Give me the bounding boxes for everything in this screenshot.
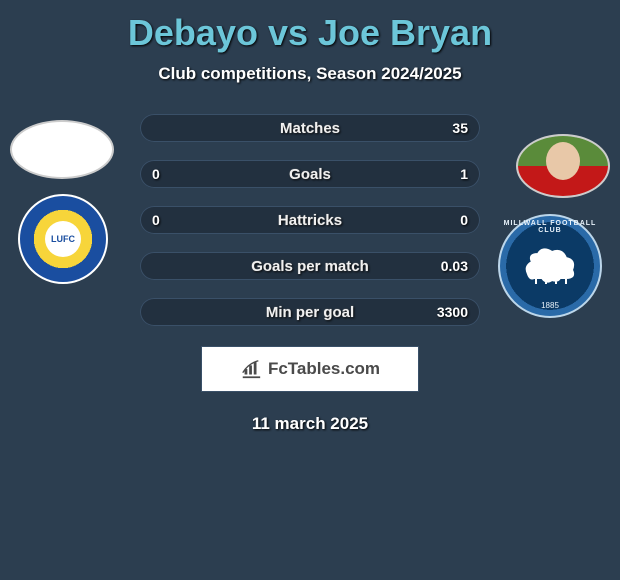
club-left-code: LUFC bbox=[45, 221, 81, 257]
stat-bars: Matches 35 0 Goals 1 0 Hattricks 0 Goals… bbox=[140, 114, 480, 344]
stat-row-goals: 0 Goals 1 bbox=[140, 160, 480, 188]
stat-label: Matches bbox=[280, 120, 340, 137]
stat-right-value: 0.03 bbox=[441, 258, 468, 274]
player-right-photo-placeholder bbox=[518, 136, 608, 196]
subtitle: Club competitions, Season 2024/2025 bbox=[0, 64, 620, 84]
club-right-text: MILLWALL FOOTBALL CLUB bbox=[500, 220, 600, 234]
stat-left-value: 0 bbox=[152, 212, 160, 228]
player-left-club-badge: LUFC bbox=[18, 194, 108, 284]
comparison-card: Debayo vs Joe Bryan Club competitions, S… bbox=[0, 0, 620, 580]
player-left-avatar bbox=[10, 120, 114, 179]
page-title: Debayo vs Joe Bryan bbox=[0, 0, 620, 54]
date: 11 march 2025 bbox=[0, 414, 620, 434]
stat-row-goals-per-match: Goals per match 0.03 bbox=[140, 252, 480, 280]
lion-icon bbox=[522, 244, 578, 284]
watermark: FcTables.com bbox=[201, 346, 419, 392]
stat-right-value: 3300 bbox=[437, 304, 468, 320]
comparison-body: LUFC MILLWALL FOOTBALL CLUB 1885 Matches… bbox=[0, 114, 620, 334]
bar-chart-icon bbox=[240, 358, 262, 380]
stat-label: Hattricks bbox=[278, 212, 342, 229]
stat-row-hattricks: 0 Hattricks 0 bbox=[140, 206, 480, 234]
club-right-year: 1885 bbox=[500, 301, 600, 310]
player-right-avatar bbox=[516, 134, 610, 198]
player-right-head bbox=[546, 142, 580, 180]
stat-right-value: 35 bbox=[452, 120, 468, 136]
watermark-text: FcTables.com bbox=[268, 359, 380, 379]
stat-row-min-per-goal: Min per goal 3300 bbox=[140, 298, 480, 326]
stat-right-value: 1 bbox=[460, 166, 468, 182]
stat-left-value: 0 bbox=[152, 166, 160, 182]
stat-right-value: 0 bbox=[460, 212, 468, 228]
stat-label: Goals bbox=[289, 166, 331, 183]
stat-label: Min per goal bbox=[266, 304, 354, 321]
player-right-club-badge: MILLWALL FOOTBALL CLUB 1885 bbox=[498, 214, 602, 318]
stat-row-matches: Matches 35 bbox=[140, 114, 480, 142]
stat-label: Goals per match bbox=[251, 258, 369, 275]
